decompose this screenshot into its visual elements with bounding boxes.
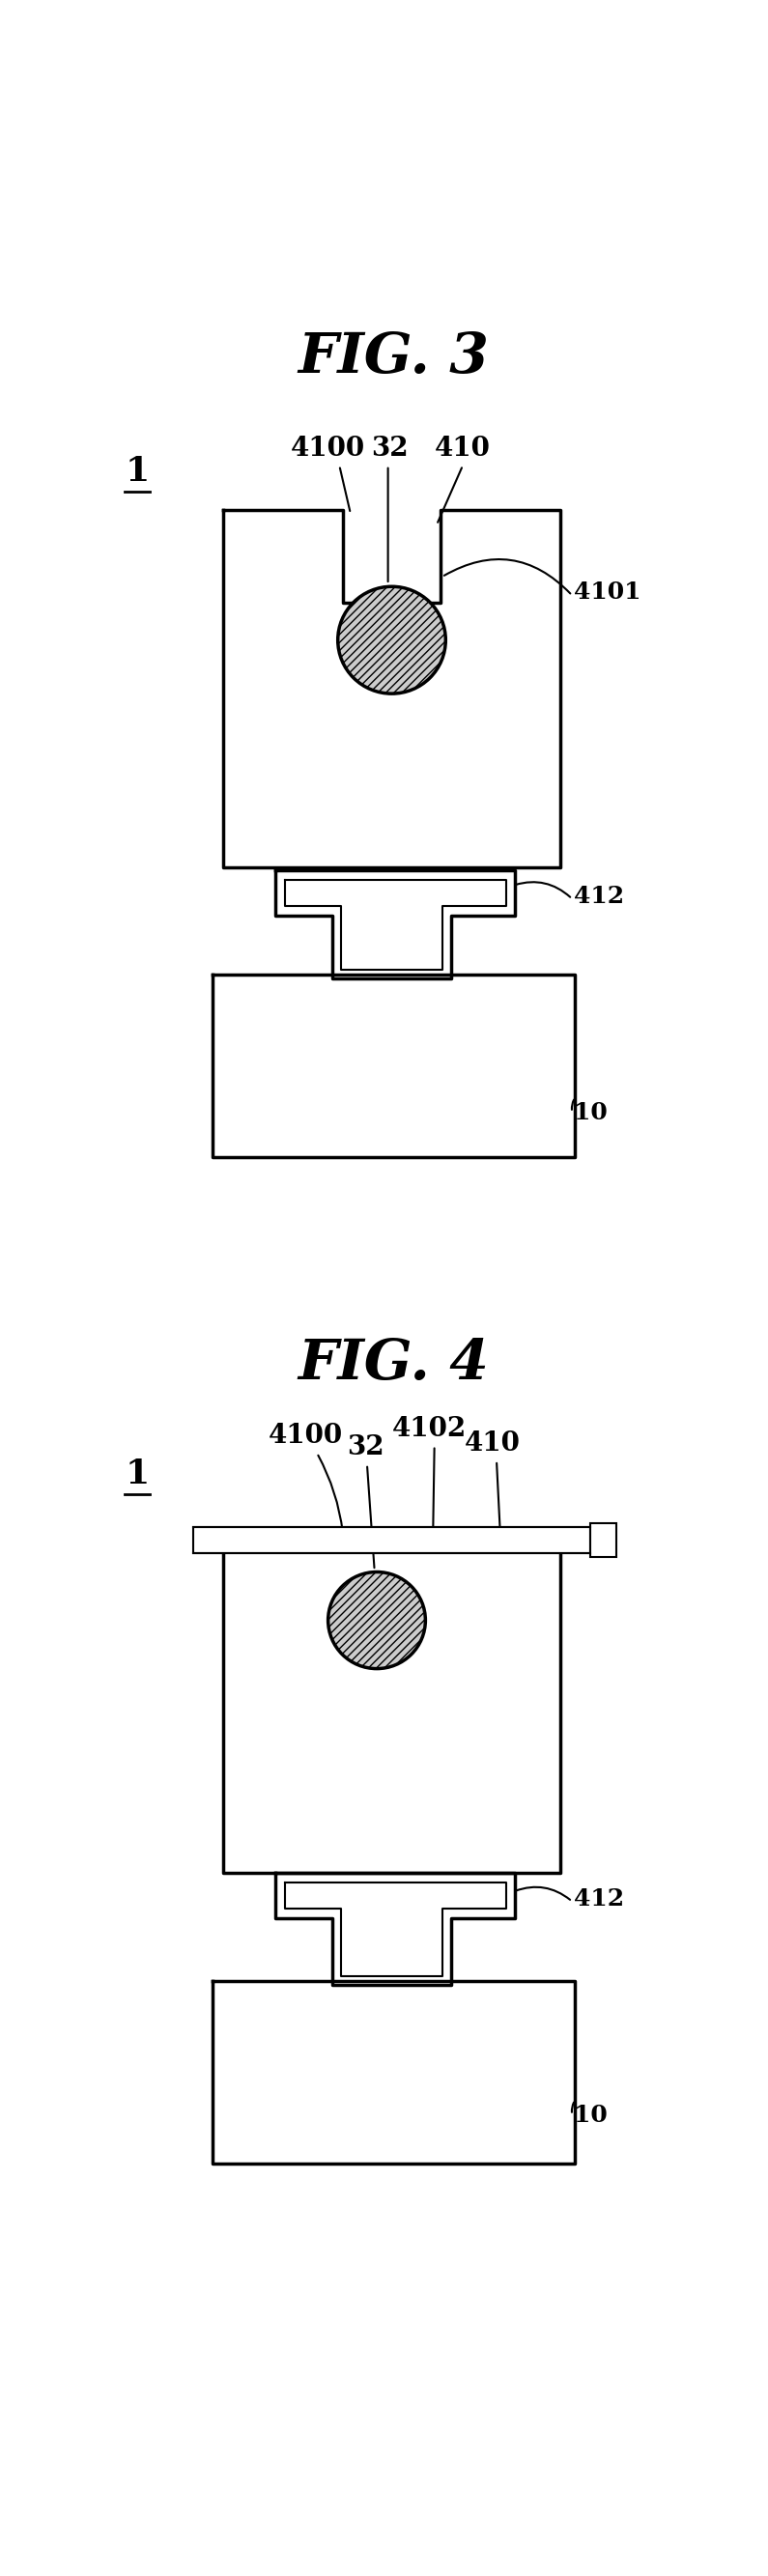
Circle shape [328,1571,425,1669]
Text: 32: 32 [371,435,408,461]
Text: FIG. 4: FIG. 4 [298,1337,489,1391]
Text: 4101: 4101 [574,580,641,603]
Text: 412: 412 [574,1888,624,1911]
Bar [590,1522,617,1556]
Text: 4102: 4102 [392,1417,466,1443]
Bar [194,1528,590,1553]
Text: 4100: 4100 [291,435,366,461]
Text: 32: 32 [347,1435,384,1461]
Text: FIG. 3: FIG. 3 [298,330,489,384]
Circle shape [338,587,445,693]
Text: 410: 410 [435,435,491,461]
Text: 10: 10 [574,2102,607,2125]
Text: 410: 410 [465,1430,521,1455]
Text: 1: 1 [125,1458,149,1489]
Text: 1: 1 [125,456,149,487]
Text: 4100: 4100 [268,1422,343,1450]
Text: 10: 10 [574,1100,607,1123]
Text: 412: 412 [574,886,624,909]
